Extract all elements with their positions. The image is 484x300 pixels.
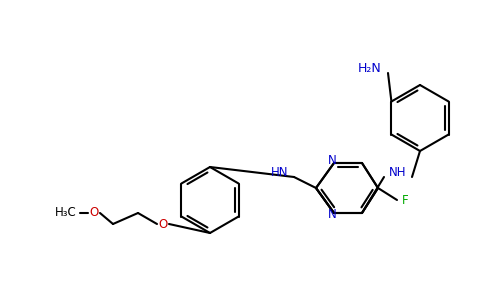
Text: O: O [90, 206, 99, 220]
Text: N: N [328, 208, 336, 221]
Text: H₃C: H₃C [55, 206, 77, 220]
Text: HN: HN [271, 166, 289, 178]
Text: N: N [328, 154, 336, 167]
Text: F: F [402, 194, 408, 206]
Text: H₂N: H₂N [358, 61, 382, 74]
Text: O: O [158, 218, 167, 230]
Text: NH: NH [389, 166, 407, 178]
